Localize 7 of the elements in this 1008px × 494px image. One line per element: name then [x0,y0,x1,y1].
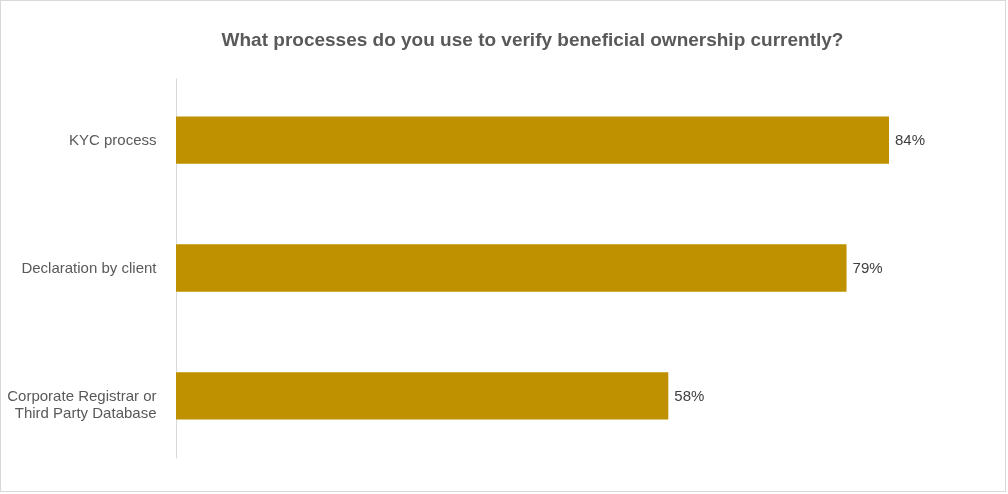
data-label: 79% [852,259,883,276]
chart-title: What processes do you use to verify beneficial ownership currently? [221,29,844,50]
data-label: 58% [674,386,705,404]
data-label: 84% [895,131,926,149]
y-tick-label: KYC process [68,131,157,149]
y-tick-label: Declaration by client [21,259,158,276]
y-tick-label: Corporate Registrar or Third Party Database [7,386,157,421]
